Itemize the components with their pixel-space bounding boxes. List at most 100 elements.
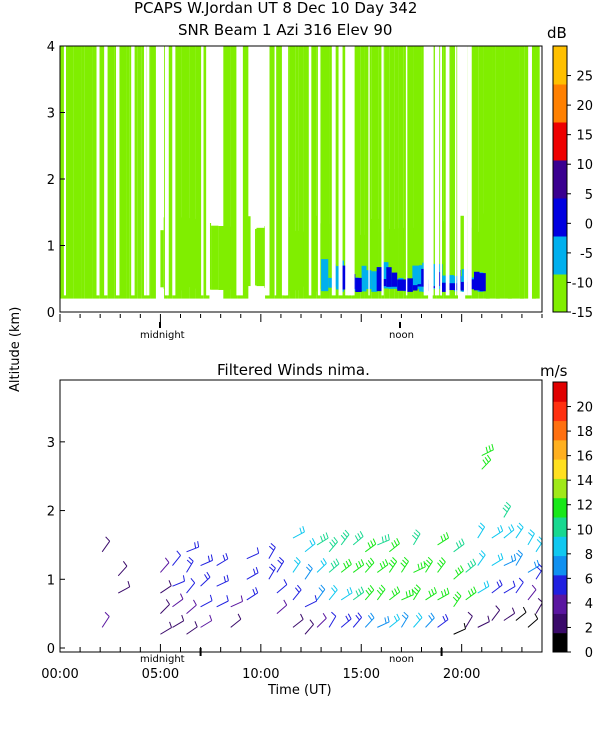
wind-barb-106-flag-0 — [522, 606, 527, 613]
wind-barb-35-flag-1 — [294, 587, 300, 593]
wind-barb-90-flag-0 — [472, 558, 477, 565]
snr-gap-34 — [104, 46, 108, 296]
wind-barb-11-shaft — [172, 555, 181, 566]
wind-barb-59 — [364, 585, 375, 601]
wind-barb-101-shaft — [503, 612, 515, 621]
wind-barb-96-flag-2 — [485, 446, 489, 453]
wind-barb-113-shaft — [527, 533, 535, 546]
snr-gap-27 — [172, 46, 176, 296]
winds-xtick-label-4: 20:00 — [443, 667, 480, 682]
snr-gap-36 — [381, 46, 384, 296]
wind-barb-89-flag-2 — [467, 590, 472, 597]
winds-colorbar-label-7: 6 — [585, 572, 593, 587]
wind-barb-21-flag-0 — [226, 595, 229, 602]
snr-colorbar-seg-13 — [553, 46, 567, 66]
wind-barb-22 — [216, 574, 229, 587]
wind-barb-85-shaft — [453, 595, 462, 608]
wind-barb-42-shaft — [316, 617, 327, 628]
wind-barb-83-flag-1 — [443, 533, 447, 540]
wind-barb-53-flag-2 — [340, 534, 346, 541]
snr-layer-3-cell-5 — [376, 267, 382, 292]
snr-layer-0-cell-6 — [99, 46, 108, 299]
wind-barb-14 — [186, 577, 196, 594]
wind-barb-37-flag-1 — [299, 527, 303, 534]
wind-barb-100-shaft — [491, 530, 503, 539]
wind-barb-47 — [328, 584, 338, 601]
wind-barb-65-shaft — [377, 539, 390, 546]
wind-barb-105-flag-2 — [502, 507, 508, 513]
wind-barb-33-flag-0 — [279, 556, 285, 562]
snr-colorbar-label-7: -10 — [572, 276, 593, 291]
wind-barb-62-shaft — [377, 621, 390, 628]
wind-barb-63-flag-0 — [380, 584, 386, 590]
wind-barb-68-flag-1 — [390, 559, 396, 565]
winds-colorbar-label-9: 2 — [585, 621, 593, 636]
wind-barb-44-flag-0 — [322, 558, 327, 564]
snr-ytick-label-4: 4 — [47, 40, 55, 55]
wind-barb-106 — [515, 606, 527, 621]
snr-layer-3-cell-17 — [441, 282, 449, 292]
wind-barb-9-flag-0 — [180, 593, 184, 600]
wind-barb-54-flag-1 — [355, 614, 360, 621]
wind-barb-77 — [425, 612, 435, 628]
wind-barb-35-flag-0 — [297, 584, 302, 591]
snr-gap-43 — [281, 46, 287, 296]
wind-barb-26-shaft — [246, 592, 258, 601]
snr-layer-0-cell-40 — [311, 46, 317, 299]
wind-barb-95 — [481, 454, 492, 470]
wind-barb-33 — [276, 556, 285, 573]
wind-barb-83-flag-0 — [445, 532, 450, 539]
snr-layer-1-cell-16 — [256, 227, 265, 287]
snr-layer-1-cell-40 — [385, 230, 389, 289]
snr-layer-1-cell-23 — [298, 230, 304, 288]
wind-barb-109-shaft — [515, 527, 524, 539]
winds-colorbar-label-1: 18 — [576, 425, 593, 440]
snr-layer-1-cell-43 — [407, 227, 416, 289]
wind-barb-77-flag-0 — [430, 612, 435, 619]
snr-gap-14 — [350, 46, 355, 296]
wind-barb-81-flag-1 — [443, 589, 447, 596]
wind-barb-27-flag-0 — [255, 567, 259, 574]
wind-barb-79-flag-0 — [427, 556, 433, 562]
snr-layer-3-cell-23 — [479, 273, 489, 292]
wind-barb-46 — [328, 611, 337, 628]
wind-barb-104 — [503, 524, 515, 539]
wind-barb-57-flag-0 — [359, 530, 364, 537]
wind-barb-93-flag-0 — [480, 550, 486, 556]
snr-colorbar-seg-6 — [553, 179, 567, 199]
wind-barb-28-flag-0 — [256, 547, 260, 554]
wind-barb-53-flag-1 — [342, 532, 348, 538]
snr-layer-3-cell-11 — [412, 285, 418, 291]
wind-barb-74-shaft — [413, 588, 421, 601]
wind-barb-32 — [276, 579, 288, 594]
wind-barb-97 — [491, 605, 501, 621]
snr-layer-0-cell-57 — [403, 46, 407, 299]
wind-barb-23 — [216, 553, 229, 566]
snr-gap-0 — [338, 46, 343, 296]
wind-barb-101-flag-0 — [511, 607, 516, 614]
snr-layer-0-cell-53 — [384, 46, 390, 299]
wind-barb-104-shaft — [503, 529, 515, 539]
snr-layer-2-cell-10 — [371, 271, 378, 292]
snr-colorbar-unit: dB — [547, 24, 567, 42]
wind-barb-63-shaft — [376, 589, 386, 601]
snr-layer-1-cell-42 — [398, 227, 408, 292]
wind-barb-35 — [292, 584, 302, 601]
snr-stripe-2 — [507, 46, 512, 312]
wind-barb-7 — [160, 557, 170, 573]
wind-barb-108-flag-0 — [517, 549, 523, 555]
snr-layer-0-cell-62 — [432, 46, 437, 299]
wind-barb-19-shaft — [200, 576, 211, 587]
wind-barb-76-flag-0 — [415, 529, 421, 535]
wind-barb-67-flag-2 — [391, 590, 395, 597]
wind-barb-56 — [352, 559, 365, 573]
wind-barb-94-flag-1 — [478, 525, 484, 531]
noon-label-bottom: noon — [389, 654, 414, 665]
wind-barb-6 — [160, 580, 172, 594]
snr-layer-1-cell-55 — [481, 213, 487, 288]
wind-barb-30-flag-1 — [268, 545, 275, 551]
snr-layer-1-cell-13 — [241, 234, 247, 292]
noon-label-top: noon — [389, 330, 414, 341]
snr-colorbar-seg-4 — [553, 217, 567, 237]
snr-layer-0-cell-0 — [60, 46, 68, 299]
